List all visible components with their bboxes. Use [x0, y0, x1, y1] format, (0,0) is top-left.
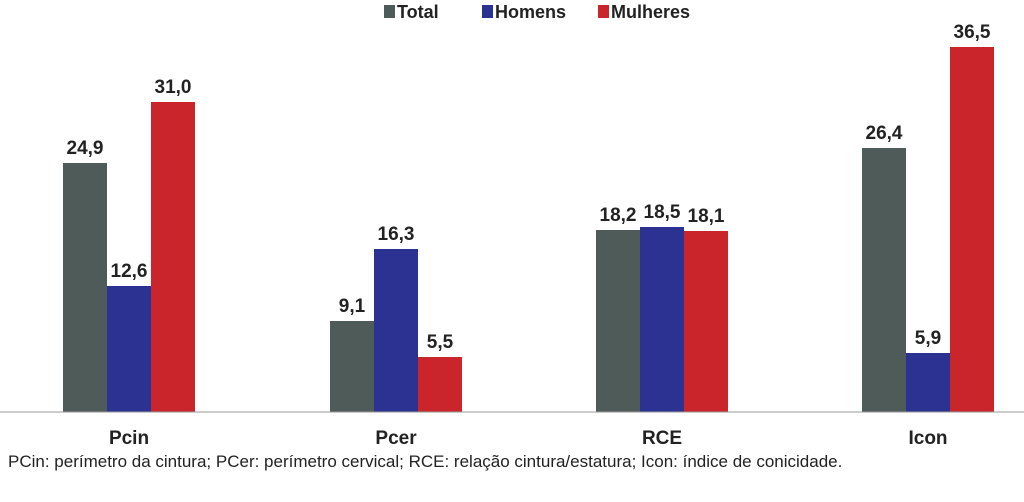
value-label-pcer-mulheres: 5,5: [427, 332, 454, 353]
legend-swatch-total: [384, 5, 395, 18]
value-label-pcin-total: 24,9: [67, 138, 104, 159]
bar-icon-total: [862, 148, 906, 412]
value-label-pcer-homens: 16,3: [378, 224, 415, 245]
value-label-rce-total: 18,2: [600, 205, 637, 226]
bar-icon-mulheres: [950, 47, 994, 412]
bar-rce-mulheres: [684, 231, 728, 412]
category-labels: Pcin Pcer RCE Icon: [109, 428, 948, 449]
bar-icon-homens: [906, 353, 950, 412]
bar-chart: Total Homens Mulheres 24,9 12,6 31,0 9,1 16,3 5…: [0, 2, 1024, 449]
value-label-icon-mulheres: 36,5: [954, 22, 991, 43]
value-label-icon-total: 26,4: [866, 123, 903, 144]
category-label-rce: RCE: [642, 428, 682, 449]
bar-pcin-total: [63, 163, 107, 412]
category-label-icon: Icon: [908, 428, 947, 449]
value-label-icon-homens: 5,9: [915, 328, 941, 349]
legend-label-total: Total: [397, 2, 439, 22]
category-label-pcin: Pcin: [109, 428, 149, 449]
value-label-rce-mulheres: 18,1: [688, 206, 725, 227]
bar-pcer-homens: [374, 249, 418, 412]
bars: 24,9 12,6 31,0 9,1 16,3 5,5 18,2 18,5 18,1 26,4 5,…: [63, 22, 994, 412]
bar-pcin-homens: [107, 286, 151, 412]
legend-label-mulheres: Mulheres: [611, 2, 690, 22]
value-label-pcin-homens: 12,6: [111, 261, 148, 282]
bar-pcer-total: [330, 321, 374, 412]
bar-rce-total: [596, 230, 640, 412]
value-label-rce-homens: 18,5: [644, 202, 681, 223]
value-label-pcer-total: 9,1: [339, 296, 366, 317]
bar-rce-homens: [640, 227, 684, 412]
value-label-pcin-mulheres: 31,0: [155, 77, 192, 98]
legend-label-homens: Homens: [495, 2, 566, 22]
legend-swatch-mulheres: [598, 5, 609, 18]
legend: Total Homens Mulheres: [384, 2, 690, 22]
legend-swatch-homens: [482, 5, 493, 18]
footnote: PCin: perímetro da cintura; PCer: períme…: [8, 452, 843, 471]
category-label-pcer: Pcer: [375, 428, 417, 449]
bar-pcin-mulheres: [151, 102, 195, 412]
bar-pcer-mulheres: [418, 357, 462, 412]
